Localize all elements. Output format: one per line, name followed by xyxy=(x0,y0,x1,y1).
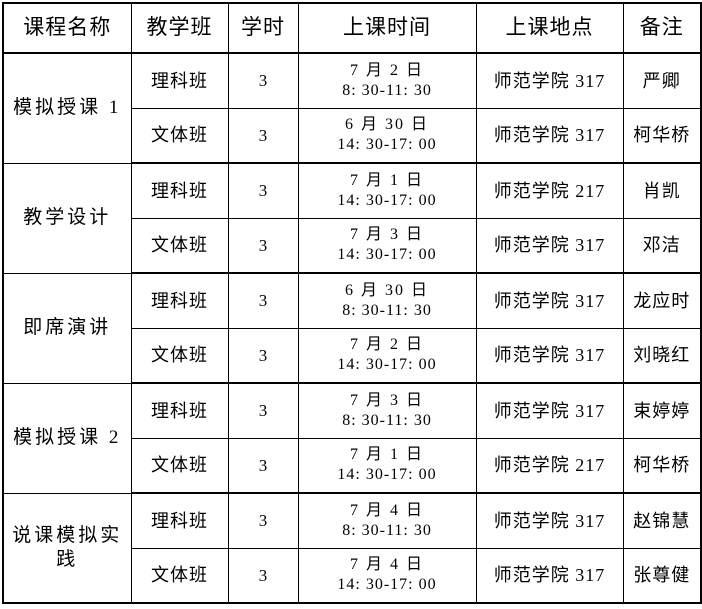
table-row: 即席演讲 理科班 3 6 月 30 日 8: 30-11: 30 师范学院 317 龙应时 xyxy=(2,272,702,384)
teaching-class-cell: 理科班 xyxy=(130,272,229,329)
class-location-cell: 师范学院 217 xyxy=(475,162,624,219)
class-date-line: 7 月 2 日 xyxy=(349,336,424,354)
remark-cell: 严卿 xyxy=(622,52,702,109)
teaching-class-cell: 理科班 xyxy=(130,382,229,439)
class-hours-cell: 3 xyxy=(227,437,299,494)
class-date-line: 7 月 3 日 xyxy=(349,226,424,244)
table-row: 文体班 3 7 月 3 日 14: 30-17: 00 师范学院 317 邓洁 xyxy=(3,217,702,274)
class-time-span-line: 14: 30-17: 00 xyxy=(337,191,437,209)
class-date-line: 6 月 30 日 xyxy=(344,116,429,134)
class-hours-cell: 3 xyxy=(227,382,299,439)
table-row: 文体班 3 7 月 1 日 14: 30-17: 00 师范学院 217 柯华桥 xyxy=(3,437,702,494)
course-name-cell: 说课模拟实践 xyxy=(2,492,132,604)
class-time-cell: 7 月 4 日 14: 30-17: 00 xyxy=(297,547,477,604)
class-hours-cell: 3 xyxy=(227,492,299,549)
remark-cell: 肖凯 xyxy=(622,162,702,219)
class-time-span-line: 8: 30-11: 30 xyxy=(342,411,432,429)
table-row: 说课模拟实践 理科班 3 7 月 4 日 8: 30-11: 30 师范学院 317 赵锦慧 xyxy=(2,492,702,604)
course-name-cell: 模拟授课 2 xyxy=(2,382,132,494)
class-date-line: 7 月 2 日 xyxy=(349,61,424,79)
teaching-class-cell: 文体班 xyxy=(130,327,229,384)
class-date-line: 6 月 30 日 xyxy=(344,281,429,299)
class-location-cell: 师范学院 317 xyxy=(475,382,624,439)
class-time-cell: 7 月 3 日 8: 30-11: 30 xyxy=(297,382,477,439)
class-location-cell: 师范学院 217 xyxy=(475,437,624,494)
column-header-place: 上课地点 xyxy=(475,2,624,54)
class-time-cell: 7 月 1 日 14: 30-17: 00 xyxy=(297,162,477,219)
class-time-cell: 7 月 2 日 8: 30-11: 30 xyxy=(297,52,477,109)
table-row: 教学设计 理科班 3 7 月 1 日 14: 30-17: 00 师范学院 217 肖凯 xyxy=(2,162,702,274)
table-body: 模拟授课 1 理科班 3 7 月 2 日 8: 30-11: 30 师范学院 317 严卿文… xyxy=(2,52,702,604)
class-date-line: 7 月 3 日 xyxy=(349,391,424,409)
remark-cell: 赵锦慧 xyxy=(622,492,702,549)
column-header-hours: 学时 xyxy=(227,2,299,54)
remark-cell: 柯华桥 xyxy=(622,437,702,494)
class-time-cell: 6 月 30 日 8: 30-11: 30 xyxy=(297,272,477,329)
class-time-span-line: 14: 30-17: 00 xyxy=(337,136,437,154)
column-header-course: 课程名称 xyxy=(2,2,132,54)
column-header-class: 教学班 xyxy=(130,2,229,54)
class-time-span-line: 14: 30-17: 00 xyxy=(337,576,437,594)
remark-cell: 邓洁 xyxy=(622,217,702,274)
class-location-cell: 师范学院 317 xyxy=(475,107,624,164)
class-date-line: 7 月 4 日 xyxy=(349,556,424,574)
course-name-cell: 模拟授课 1 xyxy=(2,52,132,164)
class-hours-cell: 3 xyxy=(227,327,299,384)
table-row: 模拟授课 2 理科班 3 7 月 3 日 8: 30-11: 30 师范学院 317 束婷婷 xyxy=(2,382,702,494)
course-name-cell: 即席演讲 xyxy=(2,272,132,384)
table-header: 课程名称 教学班 学时 上课时间 上课地点 备注 xyxy=(2,2,702,54)
class-location-cell: 师范学院 317 xyxy=(475,217,624,274)
class-hours-cell: 3 xyxy=(227,52,299,109)
class-location-cell: 师范学院 317 xyxy=(475,52,624,109)
class-time-cell: 7 月 3 日 14: 30-17: 00 xyxy=(297,217,477,274)
class-hours-cell: 3 xyxy=(227,547,299,604)
class-time-cell: 7 月 4 日 8: 30-11: 30 xyxy=(297,492,477,549)
class-hours-cell: 3 xyxy=(227,162,299,219)
class-time-span-line: 14: 30-17: 00 xyxy=(337,356,437,374)
class-date-line: 7 月 1 日 xyxy=(349,171,424,189)
teaching-class-cell: 理科班 xyxy=(130,162,229,219)
remark-cell: 龙应时 xyxy=(622,272,702,329)
class-time-span-line: 8: 30-11: 30 xyxy=(342,301,432,319)
class-location-cell: 师范学院 317 xyxy=(475,327,624,384)
teaching-class-cell: 文体班 xyxy=(130,547,229,604)
class-time-span-line: 14: 30-17: 00 xyxy=(337,466,437,484)
column-header-note: 备注 xyxy=(622,2,702,54)
class-time-cell: 7 月 2 日 14: 30-17: 00 xyxy=(297,327,477,384)
remark-cell: 张尊健 xyxy=(622,547,702,604)
remark-cell: 柯华桥 xyxy=(622,107,702,164)
teaching-class-cell: 文体班 xyxy=(130,217,229,274)
class-date-line: 7 月 1 日 xyxy=(349,446,424,464)
class-hours-cell: 3 xyxy=(227,272,299,329)
class-time-span-line: 8: 30-11: 30 xyxy=(342,521,432,539)
course-name-cell: 教学设计 xyxy=(2,162,132,274)
table-header-row: 课程名称 教学班 学时 上课时间 上课地点 备注 xyxy=(2,2,702,54)
class-hours-cell: 3 xyxy=(227,217,299,274)
class-location-cell: 师范学院 317 xyxy=(475,492,624,549)
class-hours-cell: 3 xyxy=(227,107,299,164)
class-time-span-line: 14: 30-17: 00 xyxy=(337,246,437,264)
class-location-cell: 师范学院 317 xyxy=(475,547,624,604)
class-location-cell: 师范学院 317 xyxy=(475,272,624,329)
remark-cell: 刘晓红 xyxy=(622,327,702,384)
column-header-time: 上课时间 xyxy=(297,2,477,54)
teaching-class-cell: 理科班 xyxy=(130,492,229,549)
remark-cell: 束婷婷 xyxy=(622,382,702,439)
table-row: 文体班 3 6 月 30 日 14: 30-17: 00 师范学院 317 柯华桥 xyxy=(3,107,702,164)
table-row: 文体班 3 7 月 2 日 14: 30-17: 00 师范学院 317 刘晓红 xyxy=(3,327,702,384)
table-row: 模拟授课 1 理科班 3 7 月 2 日 8: 30-11: 30 师范学院 317 严卿 xyxy=(2,52,702,164)
teaching-class-cell: 文体班 xyxy=(130,107,229,164)
table-row: 文体班 3 7 月 4 日 14: 30-17: 00 师范学院 317 张尊健 xyxy=(3,547,702,604)
class-time-cell: 6 月 30 日 14: 30-17: 00 xyxy=(297,107,477,164)
class-time-cell: 7 月 1 日 14: 30-17: 00 xyxy=(297,437,477,494)
class-date-line: 7 月 4 日 xyxy=(349,501,424,519)
class-time-span-line: 8: 30-11: 30 xyxy=(342,81,432,99)
teaching-class-cell: 文体班 xyxy=(130,437,229,494)
teaching-class-cell: 理科班 xyxy=(130,52,229,109)
